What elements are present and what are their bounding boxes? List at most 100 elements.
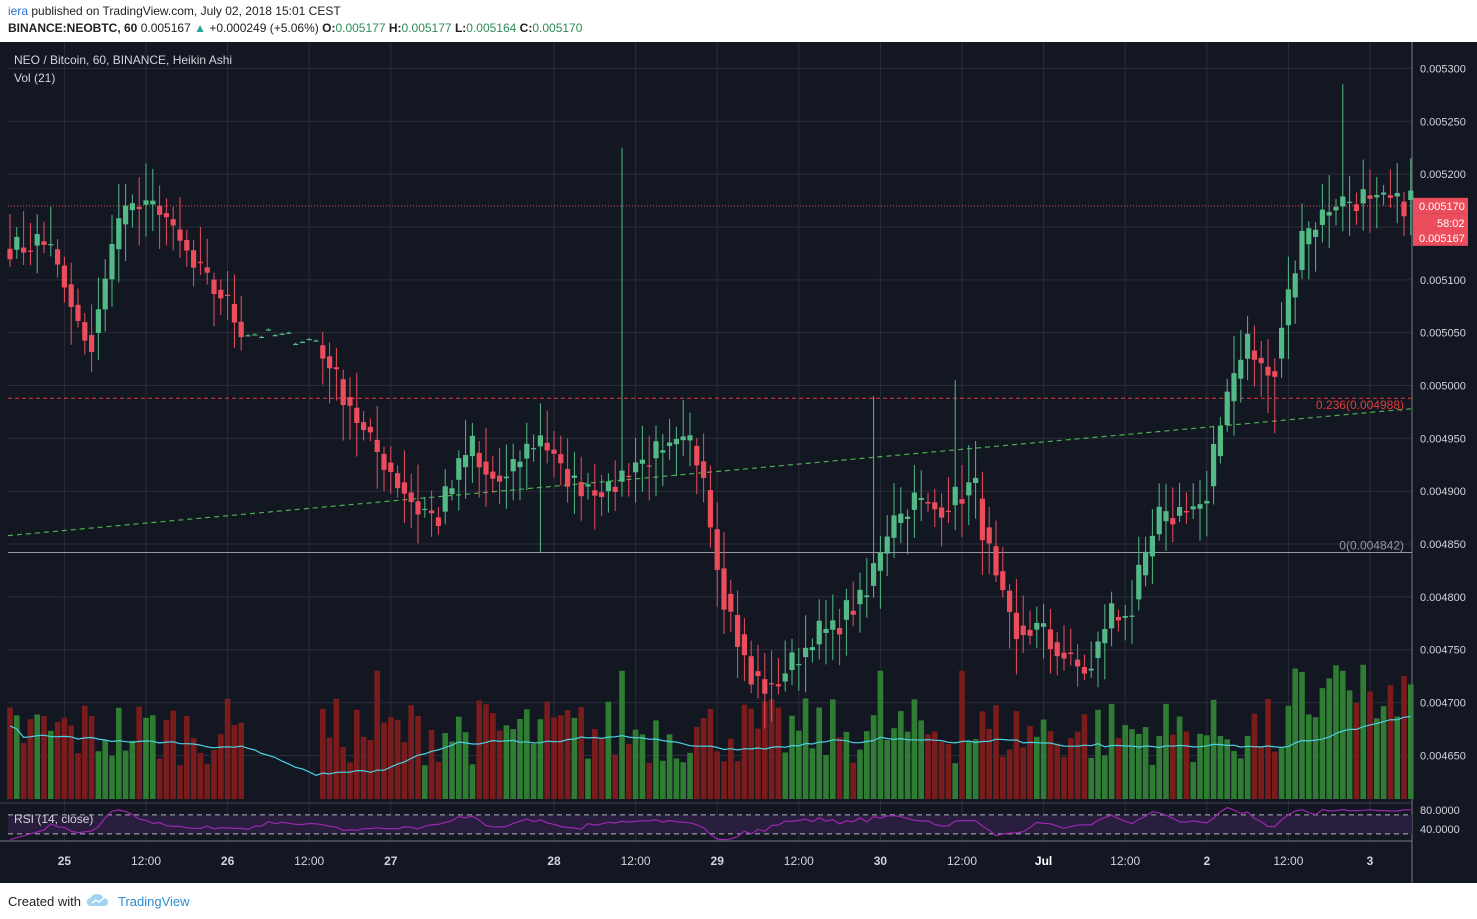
- volume-bar: [1292, 668, 1298, 799]
- candle-body: [993, 546, 999, 576]
- candle-body: [1000, 571, 1006, 591]
- candle-body: [306, 339, 312, 341]
- time-tick-label: 12:00: [1273, 854, 1303, 868]
- candle: [809, 638, 815, 663]
- volume-bar: [190, 738, 197, 799]
- volume-bar: [639, 734, 646, 799]
- candle-body: [1170, 518, 1176, 525]
- candle: [673, 426, 679, 477]
- candle: [1000, 547, 1006, 598]
- candle-body: [245, 335, 251, 337]
- candle: [1075, 644, 1081, 687]
- candle: [898, 487, 904, 544]
- time-tick-label: 12:00: [294, 854, 324, 868]
- candle: [796, 647, 802, 691]
- candle-body: [48, 244, 54, 246]
- volume-bar: [1272, 751, 1278, 799]
- candle-body: [1408, 190, 1414, 201]
- candle: [1340, 84, 1346, 232]
- volume-bar: [415, 715, 421, 799]
- candle: [463, 419, 469, 499]
- candle-body: [150, 200, 156, 205]
- candle-body: [1340, 196, 1346, 207]
- volume-bar: [687, 752, 693, 799]
- time-tick-label: 12:00: [621, 854, 651, 868]
- volume-bar: [354, 709, 360, 799]
- volume-bar: [816, 707, 822, 799]
- volume-bar: [694, 727, 700, 799]
- candle: [1183, 492, 1189, 524]
- volume-bar: [476, 700, 482, 799]
- candle-body: [871, 563, 877, 586]
- candle-body: [707, 490, 713, 528]
- candle-body: [340, 379, 346, 406]
- candle: [415, 464, 421, 544]
- volume-bar: [462, 732, 469, 799]
- candle-body: [952, 486, 958, 506]
- candle-body: [361, 422, 367, 431]
- candle-body: [1258, 357, 1264, 364]
- volume-bar: [422, 765, 428, 799]
- candle: [959, 464, 965, 538]
- candle: [401, 450, 407, 523]
- time-tick-label: 30: [874, 854, 888, 868]
- candle: [701, 433, 707, 503]
- volume-series: [7, 664, 1414, 799]
- candle-body: [986, 527, 992, 544]
- volume-bar: [952, 763, 958, 799]
- candle: [782, 640, 788, 692]
- publish-header: iera published on TradingView.com, July …: [0, 0, 1477, 42]
- candle: [361, 410, 367, 441]
- candle: [14, 227, 20, 259]
- volume-bar: [442, 733, 448, 799]
- candle-body: [973, 477, 979, 484]
- volume-bar: [27, 719, 34, 799]
- candle: [1156, 483, 1162, 541]
- candle: [1245, 316, 1251, 381]
- candle: [1027, 610, 1033, 645]
- candle: [1387, 169, 1393, 208]
- price-axis: 0.0053000.0052500.0052000.0051500.005100…: [1420, 63, 1466, 836]
- volume-bar: [592, 729, 598, 799]
- candle-body: [354, 407, 360, 423]
- candle: [680, 399, 686, 457]
- author-link[interactable]: iera: [8, 4, 29, 18]
- candle: [687, 412, 693, 467]
- candle: [1217, 416, 1223, 464]
- volume-bar: [898, 711, 904, 799]
- candle: [1061, 625, 1067, 671]
- volume-bar: [490, 713, 496, 799]
- volume-bar: [1074, 731, 1081, 799]
- volume-bar: [680, 762, 686, 799]
- volume-bar: [1408, 684, 1414, 799]
- volume-bar: [1340, 670, 1346, 799]
- candle: [170, 206, 176, 251]
- candle: [1306, 221, 1312, 280]
- high-label: H:: [388, 21, 402, 35]
- volume-bar: [530, 743, 537, 799]
- candle-body: [1075, 659, 1081, 667]
- candle: [1007, 583, 1013, 649]
- candle: [1163, 483, 1169, 551]
- time-axis: 25 12:00 26 12:00 27 28 12:00 29 12:00 30 12:00 Jul…: [58, 854, 1374, 868]
- candle-body: [408, 492, 414, 503]
- candle: [184, 229, 190, 267]
- volume-bar: [1251, 713, 1258, 799]
- volume-bar: [1176, 716, 1183, 799]
- candlestick-chart[interactable]: 0.236(0.004988) 0(0.004842) 0.005300 0.0052…: [0, 42, 1477, 883]
- candle-body: [619, 470, 625, 482]
- tradingview-brand[interactable]: TradingView: [118, 894, 190, 909]
- candle-body: [605, 481, 611, 492]
- volume-bar: [1163, 703, 1169, 799]
- volume-bar: [1326, 678, 1332, 799]
- candle: [27, 222, 33, 266]
- candle: [395, 465, 401, 498]
- candle: [633, 437, 639, 503]
- volume-bar: [1129, 729, 1135, 799]
- candle: [857, 572, 863, 633]
- candle: [340, 369, 346, 441]
- candle-body: [721, 568, 727, 610]
- candle: [1326, 175, 1332, 248]
- volume-bar: [911, 699, 918, 799]
- candle: [728, 579, 734, 633]
